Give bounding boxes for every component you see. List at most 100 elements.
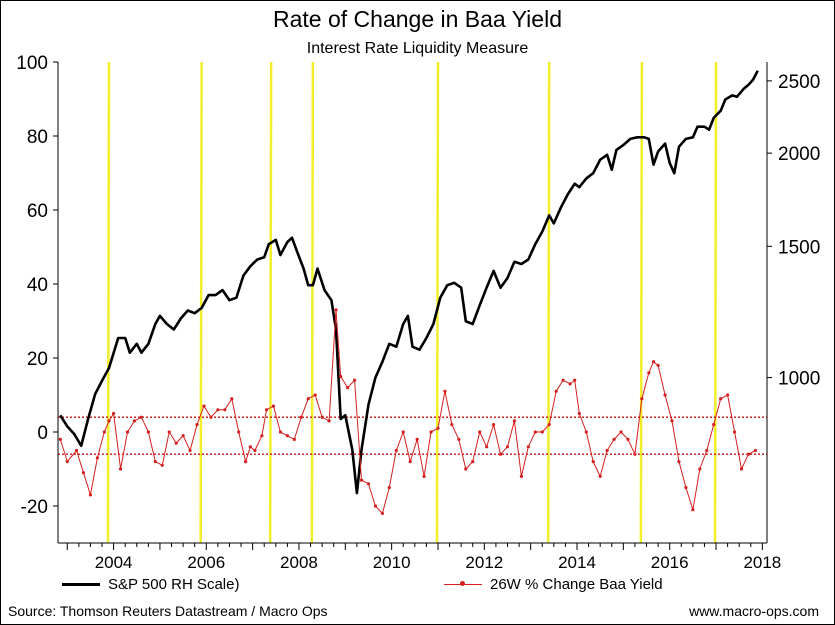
baa-data-point <box>598 474 602 478</box>
baa-data-point <box>146 430 150 434</box>
baa-data-point <box>519 474 523 478</box>
baa-data-point <box>401 430 405 434</box>
baa-data-point <box>726 393 730 397</box>
baa-data-point <box>670 419 674 423</box>
baa-data-point <box>712 423 716 427</box>
baa-data-point <box>485 445 489 449</box>
website-note: www.macro-ops.com <box>689 603 819 619</box>
baa-data-point <box>746 452 751 456</box>
chart-subtitle: Interest Rate Liquidity Measure <box>306 40 529 57</box>
y-left-tick-label: -20 <box>21 497 48 518</box>
baa-data-point <box>561 378 565 382</box>
baa-data-point <box>313 393 317 397</box>
baa-data-point <box>498 452 503 456</box>
baa-data-point <box>705 448 709 453</box>
baa-data-point <box>230 397 234 401</box>
baa-data-point <box>112 411 116 416</box>
baa-data-point <box>684 485 688 490</box>
baa-data-point <box>464 467 468 471</box>
baa-data-point <box>732 430 737 434</box>
baa-data-point <box>327 419 331 423</box>
baa-data-point <box>568 382 572 386</box>
highlight-line-5 <box>546 61 551 544</box>
x-tick-label: 2010 <box>373 553 411 572</box>
baa-data-point <box>81 471 86 475</box>
baa-data-point <box>253 448 257 453</box>
baa-data-point <box>584 430 588 434</box>
baa-data-point <box>408 460 412 464</box>
baa-data-point <box>352 378 357 382</box>
baa-data-point <box>320 415 324 419</box>
highlight-line-2 <box>268 61 273 544</box>
baa-data-point <box>380 511 384 515</box>
baa-data-point <box>195 423 199 427</box>
baa-data-point <box>174 441 178 445</box>
baa-data-point <box>264 408 269 412</box>
x-tick-label: 2018 <box>743 553 781 572</box>
baa-data-point <box>102 430 106 434</box>
baa-data-point <box>153 460 157 464</box>
baa-data-point <box>306 397 310 401</box>
y-right-tick-label: 1500 <box>778 237 820 258</box>
x-tick-label: 2014 <box>558 553 596 572</box>
baa-data-point <box>415 437 419 441</box>
baa-data-point <box>540 430 544 434</box>
baa-data-point <box>248 445 252 449</box>
baa-data-point <box>202 404 206 408</box>
baa-data-point <box>95 456 99 460</box>
baa-data-point <box>278 430 283 434</box>
baa-data-point <box>359 478 364 482</box>
baa-data-point <box>663 393 667 397</box>
baa-data-point <box>188 448 192 453</box>
baa-data-point <box>691 508 695 512</box>
baa-data-point <box>739 467 744 471</box>
baa-data-point <box>443 389 447 393</box>
baa-data-point <box>181 434 185 438</box>
y-right-tick-label: 2000 <box>778 144 820 165</box>
baa-data-point <box>260 434 264 438</box>
baa-data-point <box>292 437 296 441</box>
baa-data-point <box>753 448 758 453</box>
baa-data-point <box>640 397 644 401</box>
baa-data-point <box>125 430 130 434</box>
legend-baa-label: 26W % Change Baa Yield <box>490 576 663 593</box>
baa-data-point <box>651 360 656 364</box>
baa-data-point <box>387 485 391 490</box>
baa-data-point <box>334 308 338 312</box>
chart-title: Rate of Change in Baa Yield <box>273 6 562 32</box>
baa-data-point <box>457 437 461 441</box>
baa-data-point <box>491 423 496 427</box>
baa-data-point <box>74 448 79 453</box>
baa-data-point <box>88 493 93 497</box>
baa-data-point <box>223 408 227 412</box>
y-left-tick-label: 20 <box>27 349 48 370</box>
baa-data-point <box>677 460 681 464</box>
baa-data-point <box>573 378 577 382</box>
baa-data-point <box>450 423 454 427</box>
highlight-line-7 <box>713 61 718 544</box>
baa-data-point <box>626 437 630 441</box>
x-tick-label: 2008 <box>280 553 318 572</box>
source-note: Source: Thomson Reuters Datastream / Mac… <box>8 603 328 619</box>
baa-data-point <box>139 415 144 419</box>
legend-baa: 26W % Change Baa Yield <box>444 576 663 593</box>
baa-data-point <box>271 404 276 408</box>
baa-data-point <box>533 430 537 434</box>
baa-data-point <box>373 504 378 508</box>
baa-data-point <box>436 426 440 430</box>
baa-data-point <box>605 448 609 453</box>
baa-data-point <box>209 415 213 419</box>
baa-data-point <box>471 460 475 464</box>
x-tick-label: 2012 <box>465 553 503 572</box>
baa-data-point <box>656 363 660 367</box>
baa-data-point <box>505 445 510 449</box>
baa-data-point <box>118 467 123 471</box>
y-left-tick-label: 40 <box>27 275 48 296</box>
sp500-series-line <box>59 70 759 495</box>
baa-data-point <box>429 430 433 434</box>
baa-data-point <box>547 423 551 427</box>
x-tick-label: 2006 <box>187 553 225 572</box>
baa-series-line <box>59 309 756 514</box>
baa-data-point <box>394 448 398 453</box>
highlight-line-0 <box>106 61 111 544</box>
